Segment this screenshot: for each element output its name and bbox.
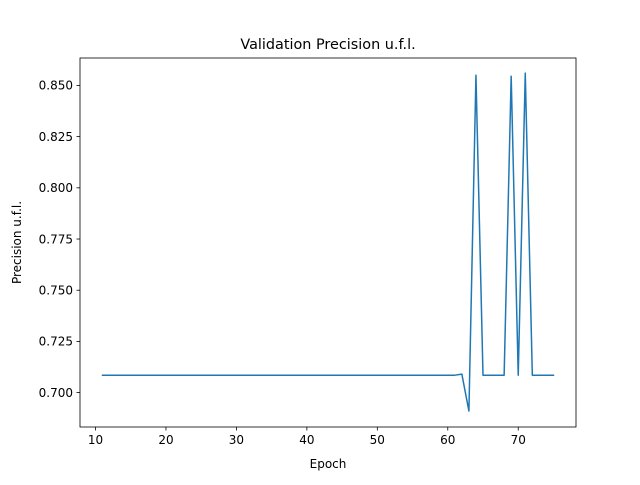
y-tick-label: 0.775	[39, 232, 73, 246]
axes-background	[80, 58, 576, 427]
chart-title: Validation Precision u.f.l.	[240, 37, 415, 53]
x-tick-label: 30	[229, 433, 244, 447]
y-axis-label: Precision u.f.l.	[10, 201, 24, 284]
series-lines	[101, 72, 555, 412]
series-line	[101, 72, 555, 412]
x-tick-label: 40	[299, 433, 314, 447]
y-tick-label: 0.725	[39, 335, 73, 349]
y-tick-label: 0.800	[39, 181, 73, 195]
x-tick-label: 10	[88, 433, 103, 447]
x-tick-label: 50	[370, 433, 385, 447]
y-tick-label: 0.700	[39, 386, 73, 400]
plot-area	[80, 58, 576, 427]
y-tick-label: 0.850	[39, 79, 73, 93]
x-tick-label: 60	[440, 433, 455, 447]
x-tick-label: 20	[158, 433, 173, 447]
axes-frame	[79, 57, 577, 428]
x-axis-label: Epoch	[310, 457, 347, 471]
y-tick-label: 0.825	[39, 130, 73, 144]
x-tick-label: 70	[511, 433, 526, 447]
x-axis-ticks: 10 20 30 40 50 60 70	[88, 427, 526, 447]
y-tick-label: 0.750	[39, 284, 73, 298]
y-axis-ticks: 0.700 0.725 0.750 0.775 0.800 0.825 0.850	[39, 79, 80, 400]
